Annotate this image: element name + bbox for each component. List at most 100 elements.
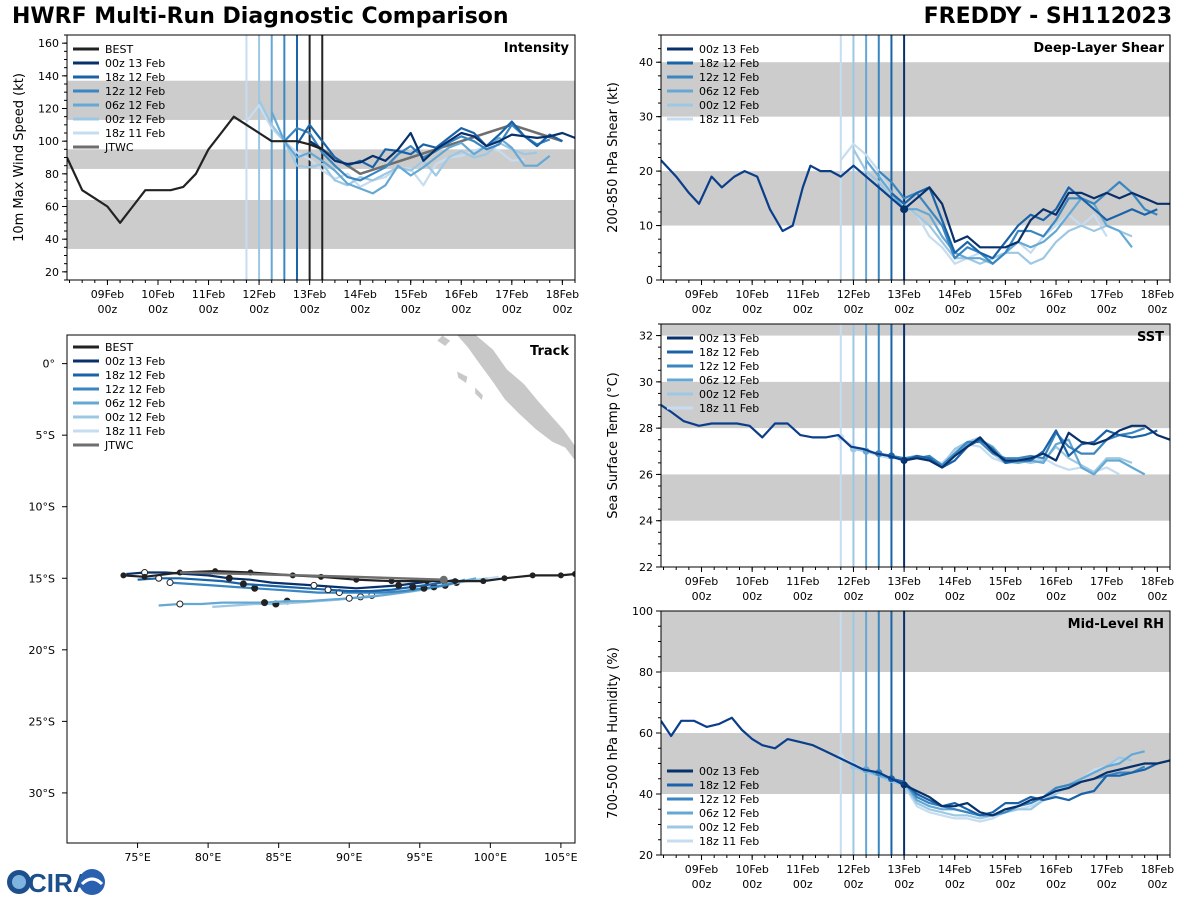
x-tick-label: 12Feb — [837, 288, 870, 301]
legend-label: 00z 13 Feb — [105, 355, 165, 368]
y-tick-label: 20 — [639, 165, 653, 178]
y-tick-label: 10 — [639, 220, 653, 233]
panel-title: Deep-Layer Shear — [1033, 41, 1164, 56]
x-tick-label: 00z — [996, 590, 1016, 603]
y-tick-label: 40 — [639, 788, 653, 801]
y-tick-label: 100 — [38, 135, 59, 148]
x-tick-label: 00z — [552, 303, 572, 316]
shaded-band — [67, 199, 575, 249]
legend-label: 18z 11 Feb — [105, 127, 165, 140]
series-line — [283, 123, 551, 182]
x-tick-label: 00z — [692, 878, 712, 891]
series-line — [245, 104, 525, 188]
y-tick-label: 160 — [38, 37, 59, 50]
shaded-band — [661, 733, 1170, 794]
x-tick-label: 00z — [249, 303, 269, 316]
x-tick-label: 14Feb — [343, 288, 376, 301]
x-tick-label: 00z — [692, 590, 712, 603]
legend-label: JTWC — [104, 141, 134, 154]
x-tick-label: 00z — [742, 303, 762, 316]
track-map-area — [120, 335, 575, 608]
track-point — [395, 581, 403, 589]
y-tick-label: 10°S — [29, 501, 55, 514]
x-tick-label: 00z — [1097, 878, 1117, 891]
sst-panel: 22 24 26 28 30 32 09Feb 00z 10Feb 00z 11Feb 00z 12Fe… — [606, 323, 1174, 603]
x-tick-label: 11Feb — [786, 288, 819, 301]
shaded-band — [661, 611, 1170, 672]
x-tick-label: 00z — [844, 303, 864, 316]
legend-label: 00z 13 Feb — [105, 57, 165, 70]
best-track-point — [572, 570, 575, 577]
legend-label: 00z 13 Feb — [699, 43, 759, 56]
x-tick-label: 00z — [793, 303, 813, 316]
x-tick-label: 14Feb — [938, 863, 971, 876]
legend-label: 06z 12 Feb — [699, 374, 759, 387]
legend-label: 12z 12 Feb — [105, 383, 165, 396]
x-tick-label: 80°E — [195, 851, 221, 864]
legend-label: 00z 12 Feb — [699, 388, 759, 401]
y-tick-label: 20 — [639, 849, 653, 862]
y-axis-label: 700-500 hPa Humidity (%) — [606, 647, 621, 819]
track-point — [239, 580, 247, 588]
best-line — [67, 115, 323, 224]
x-tick-label: 00z — [793, 878, 813, 891]
track-point — [251, 584, 259, 592]
intensity-plot-area — [67, 35, 575, 280]
x-tick-label: 09Feb — [685, 575, 718, 588]
x-tick-label: 00z — [894, 590, 914, 603]
legend-label: 18z 11 Feb — [105, 425, 165, 438]
x-tick-label: 00z — [199, 303, 219, 316]
rh-plot-area — [661, 611, 1170, 855]
legend-label: JTWC — [104, 439, 134, 452]
y-tick-label: 60 — [639, 727, 653, 740]
legend-label: 06z 12 Feb — [105, 99, 165, 112]
globe-inner-icon — [12, 875, 26, 889]
legend-label: 18z 12 Feb — [105, 71, 165, 84]
panel-title: SST — [1137, 330, 1164, 345]
best-track-point — [480, 578, 487, 585]
x-tick-label: 00z — [98, 303, 118, 316]
panel-title: Mid-Level RH — [1068, 617, 1164, 632]
y-axis-label: 10m Max Wind Speed (kt) — [12, 73, 27, 242]
series-line — [903, 759, 1170, 817]
best-track-point — [141, 573, 148, 580]
storm-title: FREDDY - SH112023 — [923, 4, 1172, 29]
x-tick-label: 15Feb — [989, 288, 1022, 301]
series-line — [878, 765, 1146, 817]
x-tick-label: 105°E — [544, 851, 577, 864]
y-tick-label: 120 — [38, 103, 59, 116]
shaded-band — [661, 62, 1170, 117]
plot-frame — [66, 334, 576, 844]
x-tick-label: 00z — [894, 303, 914, 316]
x-tick-label: 00z — [1046, 878, 1066, 891]
legend-label: BEST — [105, 341, 133, 354]
x-tick-label: 15Feb — [394, 288, 427, 301]
x-tick-label: 11Feb — [192, 288, 225, 301]
x-tick-label: 00z — [742, 878, 762, 891]
x-tick-label: 00z — [1046, 590, 1066, 603]
legend-label: 18z 11 Feb — [699, 113, 759, 126]
x-tick-label: 13Feb — [887, 863, 920, 876]
x-tick-label: 18Feb — [1141, 575, 1174, 588]
legend-label: 00z 12 Feb — [699, 821, 759, 834]
series-line — [891, 762, 1158, 817]
y-tick-label: 40 — [45, 233, 59, 246]
series-line — [270, 111, 551, 195]
x-tick-label: 09Feb — [685, 288, 718, 301]
x-tick-label: 18Feb — [1141, 288, 1174, 301]
y-tick-label: 60 — [45, 201, 59, 214]
best-track-point — [501, 575, 508, 582]
y-tick-label: 32 — [639, 330, 653, 343]
y-tick-label: 140 — [38, 70, 59, 83]
y-tick-label: 100 — [632, 605, 653, 618]
x-tick-label: 12Feb — [242, 288, 275, 301]
x-tick-label: 10Feb — [735, 288, 768, 301]
legend-label: 00z 13 Feb — [699, 332, 759, 345]
x-tick-label: 90°E — [336, 851, 362, 864]
y-tick-label: 5°S — [36, 429, 55, 442]
track-point — [261, 599, 269, 607]
series-line — [903, 186, 1170, 249]
y-tick-label: 30°S — [29, 787, 55, 800]
x-tick-label: 00z — [894, 878, 914, 891]
track-point — [310, 581, 318, 589]
